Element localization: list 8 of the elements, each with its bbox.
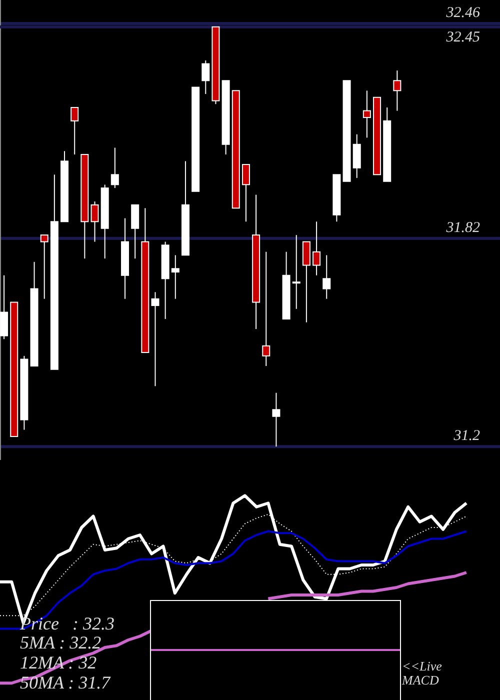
y-tick-label: 31.82 — [445, 220, 480, 236]
annotation: MACD — [401, 672, 440, 688]
annotation: 5MA : 32.2 — [20, 632, 102, 653]
y-tick-label: 32.46 — [445, 4, 480, 21]
ref-line-label: 32.45 — [445, 29, 480, 46]
annotation: 50MA : 31.7 — [20, 672, 112, 693]
y-tick-label: 31.2 — [452, 428, 480, 444]
annotation: <<Live — [402, 658, 442, 674]
